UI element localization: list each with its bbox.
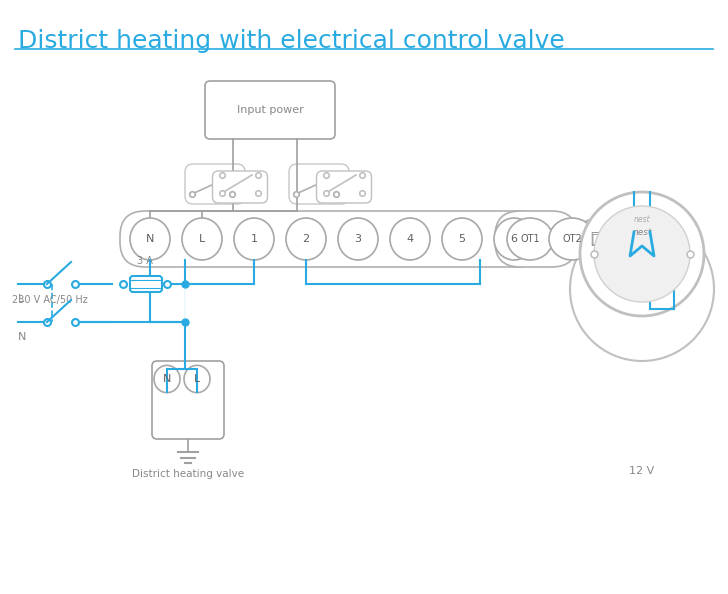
Circle shape xyxy=(594,206,690,302)
FancyBboxPatch shape xyxy=(205,81,335,139)
Text: 3 A: 3 A xyxy=(137,256,153,266)
Text: N: N xyxy=(146,234,154,244)
Text: 3: 3 xyxy=(355,234,362,244)
Text: 2: 2 xyxy=(302,234,309,244)
Text: OT2: OT2 xyxy=(562,234,582,244)
Circle shape xyxy=(570,217,714,361)
Ellipse shape xyxy=(507,218,553,260)
FancyBboxPatch shape xyxy=(152,361,224,439)
Text: 1: 1 xyxy=(250,234,258,244)
Ellipse shape xyxy=(286,218,326,260)
Text: 5: 5 xyxy=(459,234,465,244)
Ellipse shape xyxy=(130,218,170,260)
Text: 230 V AC/50 Hz: 230 V AC/50 Hz xyxy=(12,295,88,305)
Text: District heating with electrical control valve: District heating with electrical control… xyxy=(18,29,565,53)
FancyBboxPatch shape xyxy=(495,211,577,267)
Text: L: L xyxy=(194,374,200,384)
Circle shape xyxy=(575,219,615,259)
Ellipse shape xyxy=(549,218,595,260)
Ellipse shape xyxy=(338,218,378,260)
Ellipse shape xyxy=(234,218,274,260)
Text: ⏚: ⏚ xyxy=(591,232,598,245)
Text: ⏚: ⏚ xyxy=(590,232,600,247)
Text: OT1: OT1 xyxy=(521,234,540,244)
Text: N: N xyxy=(163,374,171,384)
Ellipse shape xyxy=(612,218,652,260)
Text: nest: nest xyxy=(633,214,650,223)
Ellipse shape xyxy=(390,218,430,260)
FancyBboxPatch shape xyxy=(604,211,686,267)
Text: L: L xyxy=(18,294,24,304)
Text: 4: 4 xyxy=(406,234,414,244)
FancyBboxPatch shape xyxy=(289,164,349,204)
Ellipse shape xyxy=(442,218,482,260)
FancyBboxPatch shape xyxy=(130,276,162,292)
Text: 12 V: 12 V xyxy=(630,466,654,476)
Text: Input power: Input power xyxy=(237,105,304,115)
Ellipse shape xyxy=(154,365,180,393)
Circle shape xyxy=(580,192,704,316)
Ellipse shape xyxy=(184,365,210,393)
Ellipse shape xyxy=(654,218,694,260)
FancyBboxPatch shape xyxy=(317,171,371,203)
Ellipse shape xyxy=(494,218,534,260)
Text: L: L xyxy=(199,234,205,244)
Text: nest: nest xyxy=(632,228,652,236)
FancyBboxPatch shape xyxy=(120,211,544,267)
Text: T1: T1 xyxy=(625,234,639,244)
FancyBboxPatch shape xyxy=(213,171,267,203)
Text: N: N xyxy=(18,332,26,342)
Text: District heating valve: District heating valve xyxy=(132,469,244,479)
Text: T2: T2 xyxy=(667,234,681,244)
Text: 6: 6 xyxy=(510,234,518,244)
FancyBboxPatch shape xyxy=(185,164,245,204)
Ellipse shape xyxy=(182,218,222,260)
